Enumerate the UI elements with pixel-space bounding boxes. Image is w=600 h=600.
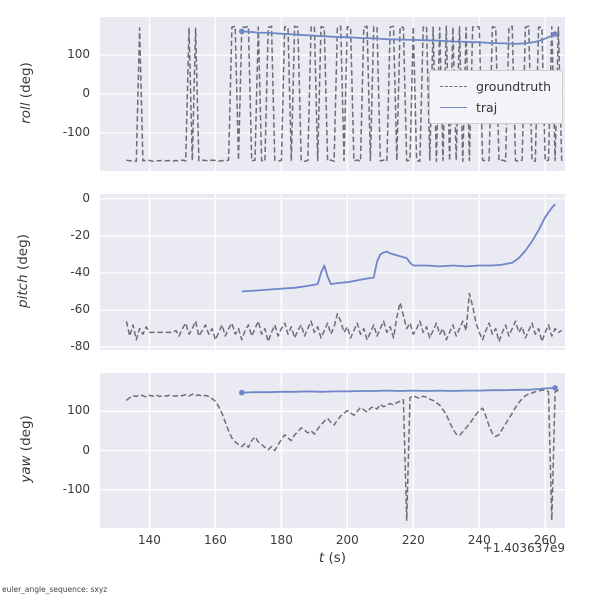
legend-label-groundtruth: groundtruth [476, 79, 552, 94]
y-tick-label-roll: 0 [82, 86, 90, 100]
yaw-axis-label-name: yaw [18, 455, 34, 483]
subplot-yaw [100, 373, 565, 528]
y-tick-label-roll: 100 [67, 47, 90, 62]
footer-note: euler_angle_sequence: sxyz [2, 585, 108, 594]
x-tick-label: 160 [203, 533, 227, 547]
y-tick-label-pitch: -60 [70, 302, 90, 317]
pitch-plot-area [100, 194, 565, 350]
x-tick-label: 220 [401, 533, 425, 547]
y-tick-label-yaw: -100 [62, 481, 90, 496]
roll-axis-label-name: roll [18, 102, 34, 124]
x-tick-label: 240 [467, 533, 491, 547]
y-tick-label-pitch: -80 [70, 339, 90, 354]
y-tick-label-yaw: 0 [82, 442, 90, 457]
x-tick-label: 260 [533, 533, 557, 547]
legend-item-groundtruth: groundtruth [440, 76, 552, 97]
x-axis-label-unit: (s) [324, 550, 347, 566]
subplot-pitch [100, 194, 565, 350]
y-tick-label-yaw: 100 [67, 403, 90, 418]
y-tick-label-roll: -100 [62, 124, 90, 139]
x-axis-label: t (s) [100, 550, 565, 566]
traj-line-sample [440, 107, 467, 108]
x-tick-label: 200 [335, 533, 359, 547]
x-tick-label: 140 [138, 533, 161, 547]
yaw-plot-area [100, 373, 565, 528]
legend-item-traj: traj [440, 97, 552, 118]
y-tick-label-pitch: -20 [70, 227, 90, 242]
groundtruth-line-sample [440, 86, 467, 87]
x-axis-label-name: t [318, 550, 325, 566]
x-tick-label: 180 [269, 533, 293, 547]
y-tick-label-pitch: 0 [82, 190, 90, 205]
x-axis-offset-text: +1.403637e9 [482, 541, 565, 555]
legend-label-traj: traj [476, 100, 498, 115]
legend: groundtruth traj [429, 70, 563, 124]
y-tick-label-pitch: -40 [70, 264, 90, 279]
